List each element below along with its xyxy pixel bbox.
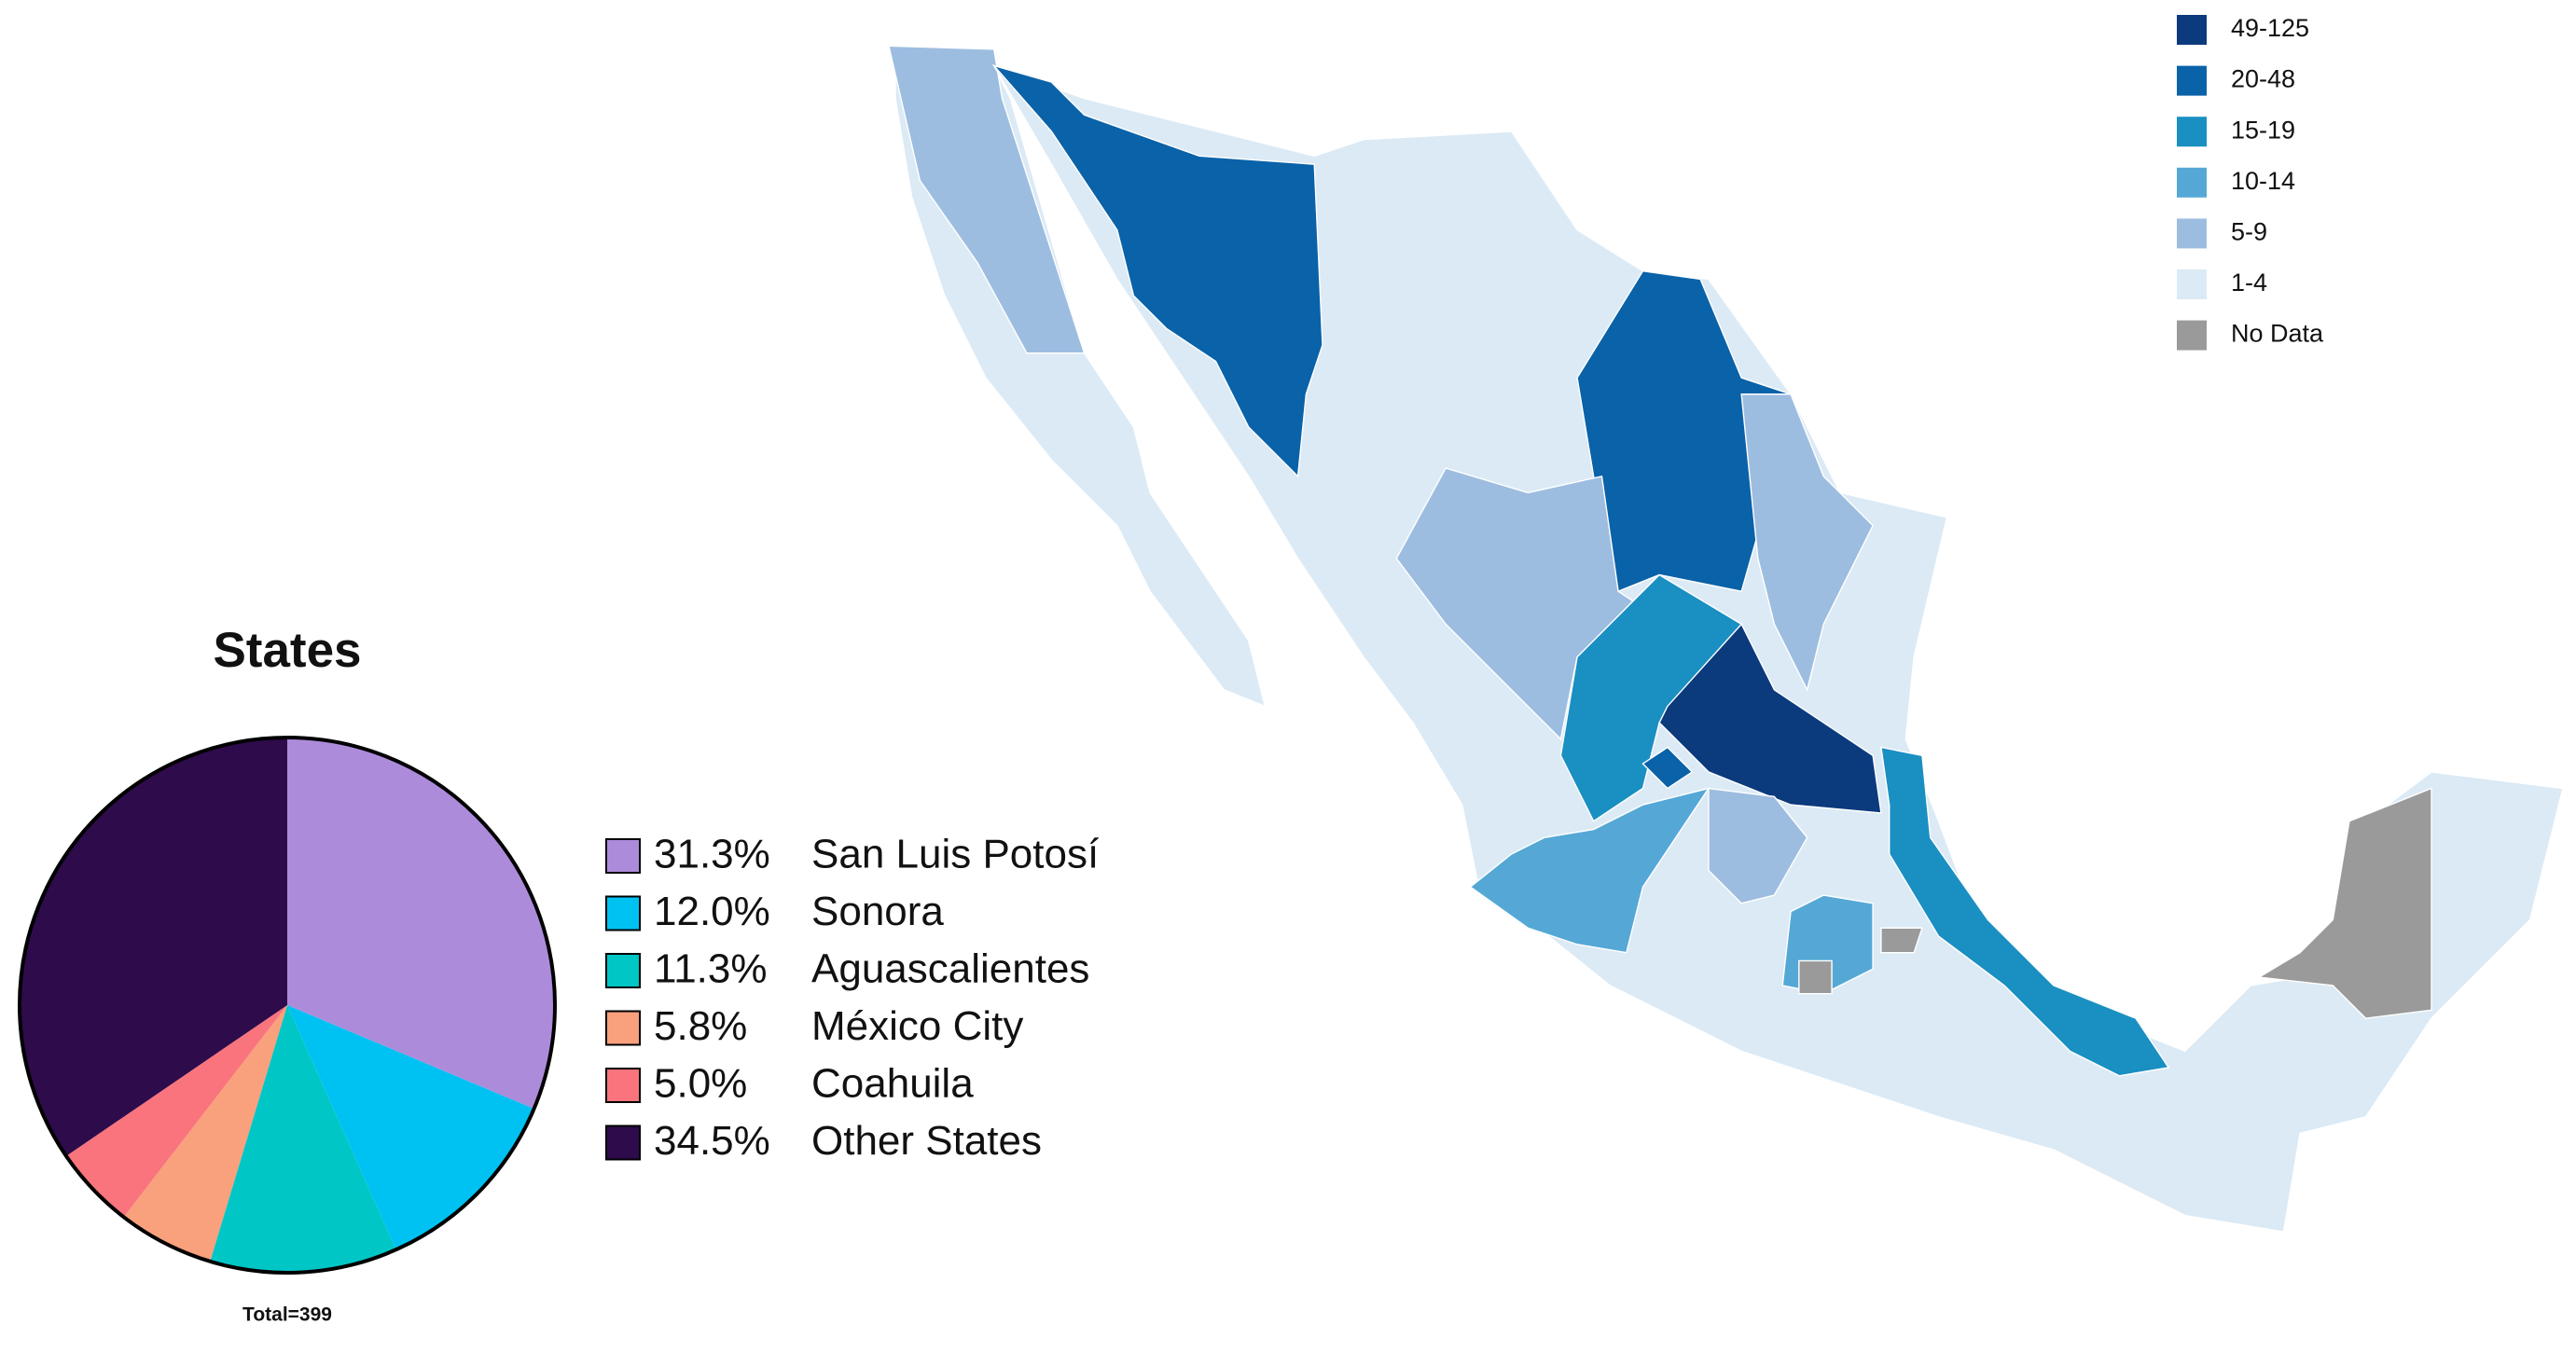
map-legend-swatch [2177, 167, 2207, 198]
legend-label: Other States [811, 1118, 1042, 1164]
legend-label: Sonora [811, 889, 944, 934]
legend-swatch [605, 838, 641, 874]
pie-total: Total=399 [242, 1304, 332, 1326]
legend-value: 5.0% [654, 1061, 747, 1107]
map-region [888, 45, 1086, 354]
legend-swatch [605, 1010, 641, 1046]
map-legend-label: 1-4 [2231, 269, 2267, 297]
map-region [1641, 746, 1694, 790]
legend-value: 5.8% [654, 1003, 747, 1049]
pie-slice [19, 738, 288, 1156]
legend-label: San Luis Potosí [811, 832, 1100, 877]
pie-slice [287, 1005, 534, 1250]
map-region [991, 64, 1323, 478]
legend-swatch [605, 1068, 641, 1103]
legend-value: 31.3% [654, 832, 770, 877]
map-legend-label: 10-14 [2231, 167, 2295, 195]
map-region [992, 64, 2564, 1233]
map-legend-swatch [2177, 320, 2207, 351]
map-region [1708, 787, 1808, 904]
map-legend-label: 15-19 [2231, 116, 2295, 144]
map-legend-label: 20-48 [2231, 65, 2295, 93]
pie-slice [123, 1005, 287, 1262]
map-legend-label: 5-9 [2231, 218, 2267, 246]
map-region [1658, 623, 1882, 814]
map-legend-label: 49-125 [2231, 14, 2309, 42]
map-region [2256, 787, 2432, 1019]
map-region [1740, 393, 1874, 692]
legend-label: Aguascalientes [811, 946, 1089, 992]
map-legend-label: No Data [2231, 320, 2324, 348]
legend-swatch [605, 953, 641, 988]
pie-title: States [213, 623, 361, 678]
legend-label: México City [811, 1003, 1023, 1049]
map-region [1469, 787, 1710, 954]
map-legend-swatch [2177, 269, 2207, 299]
legend-swatch [605, 895, 641, 931]
map-legend-swatch [2177, 218, 2207, 249]
pie-outline [18, 736, 557, 1275]
legend-swatch [605, 1124, 641, 1161]
legend-value: 11.3% [654, 946, 768, 992]
map-region [1880, 927, 1923, 954]
map-region [1880, 746, 2170, 1077]
legend-label: Coahuila [811, 1061, 974, 1107]
map [888, 45, 2564, 1233]
map-region [1798, 959, 1833, 995]
map-legend-swatch [2177, 15, 2207, 45]
map-legend-swatch [2177, 65, 2207, 96]
pie-slice [210, 1005, 396, 1273]
legend-value: 12.0% [654, 889, 770, 934]
legend-value: 34.5% [654, 1118, 770, 1164]
map-region [1576, 269, 1792, 593]
map-legend-swatch [2177, 117, 2207, 147]
pie-slice [65, 1005, 287, 1218]
